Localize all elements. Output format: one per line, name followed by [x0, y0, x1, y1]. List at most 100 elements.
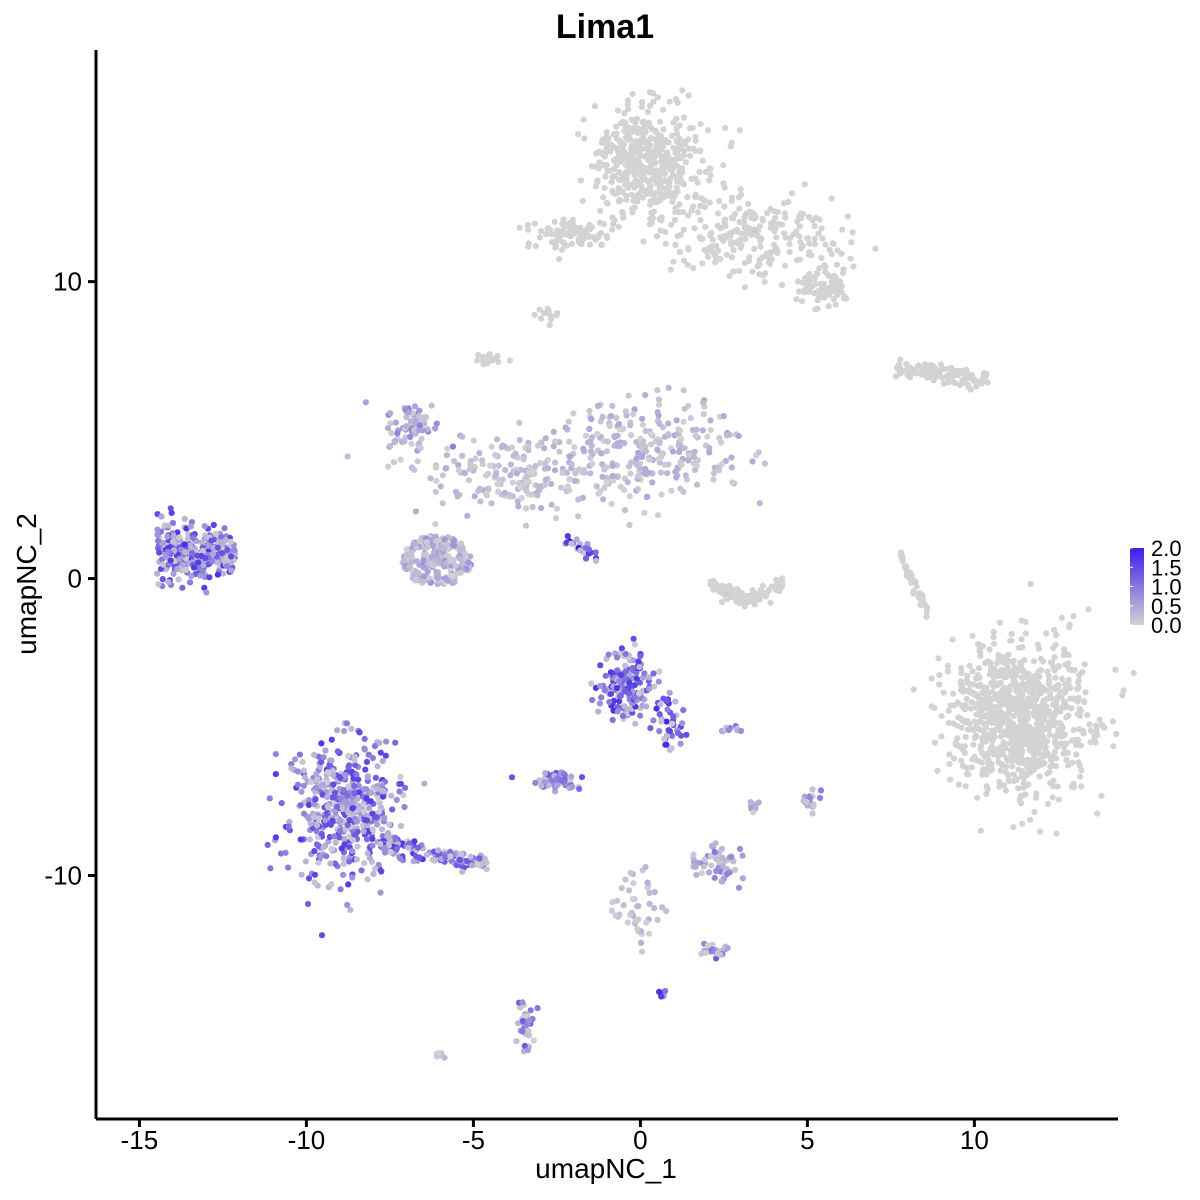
data-point — [1019, 820, 1026, 827]
data-point — [313, 770, 320, 778]
data-point — [1075, 679, 1082, 686]
data-point — [402, 406, 409, 413]
data-point — [958, 669, 965, 677]
data-point — [607, 690, 615, 697]
data-point — [745, 200, 752, 207]
data-point — [1018, 720, 1025, 728]
data-point — [568, 773, 575, 780]
data-point — [687, 415, 694, 422]
data-point — [413, 853, 420, 860]
data-point — [736, 267, 743, 274]
data-point — [337, 886, 344, 893]
data-point — [674, 99, 681, 106]
data-point — [615, 189, 622, 196]
data-point — [631, 694, 638, 701]
data-point — [433, 477, 440, 484]
data-point — [568, 240, 576, 247]
data-point — [160, 561, 167, 568]
data-point — [907, 365, 914, 372]
data-point — [594, 177, 601, 184]
data-point — [968, 699, 975, 706]
data-point — [458, 540, 465, 547]
data-point — [333, 803, 340, 810]
data-point — [601, 687, 608, 694]
data-point — [467, 553, 474, 560]
data-point — [1002, 768, 1009, 776]
data-point — [968, 372, 976, 379]
data-point — [734, 238, 741, 245]
data-point — [768, 583, 775, 590]
data-point — [361, 735, 368, 743]
data-point — [179, 561, 186, 569]
data-point — [832, 301, 839, 308]
data-point — [931, 704, 938, 712]
data-point — [975, 758, 983, 765]
data-point — [751, 227, 758, 234]
data-point — [587, 470, 594, 477]
data-point — [729, 479, 736, 486]
data-point — [570, 230, 577, 237]
data-point — [354, 843, 361, 850]
data-point — [718, 878, 725, 885]
data-point — [439, 500, 446, 507]
data-point — [964, 718, 971, 725]
data-point — [1050, 644, 1057, 652]
data-point — [644, 493, 651, 500]
data-point — [456, 547, 463, 554]
data-point — [567, 476, 574, 483]
data-point — [668, 745, 675, 752]
data-point — [467, 853, 474, 860]
data-point — [563, 469, 571, 476]
data-point — [1119, 692, 1126, 699]
data-point — [294, 781, 302, 788]
data-point — [387, 420, 394, 427]
data-point — [840, 270, 847, 277]
data-point — [495, 462, 502, 469]
data-point — [1023, 715, 1030, 722]
data-point — [806, 286, 813, 293]
data-point — [577, 177, 584, 184]
data-point — [813, 270, 821, 277]
data-point — [628, 191, 635, 198]
data-point — [642, 128, 649, 136]
data-point — [267, 865, 274, 872]
data-point — [811, 223, 818, 230]
data-point — [946, 751, 953, 758]
data-point — [680, 226, 687, 233]
data-point — [324, 803, 331, 810]
data-point — [831, 284, 838, 291]
data-point — [626, 679, 633, 686]
data-point — [384, 425, 392, 432]
data-point — [592, 163, 599, 170]
data-point — [292, 756, 299, 763]
data-point — [646, 889, 653, 897]
data-point — [611, 433, 618, 440]
data-point — [702, 168, 709, 175]
data-point — [340, 860, 347, 868]
data-point — [474, 861, 481, 868]
data-point — [1045, 677, 1053, 684]
data-point — [314, 776, 321, 783]
data-point — [389, 806, 396, 813]
data-point — [676, 144, 683, 151]
data-point — [599, 136, 606, 143]
data-point — [1031, 808, 1038, 816]
data-point — [625, 106, 632, 113]
data-point — [958, 367, 965, 374]
data-point — [1039, 658, 1047, 665]
data-point — [567, 453, 574, 460]
data-point — [638, 145, 645, 152]
data-point — [483, 866, 490, 873]
data-point — [346, 858, 353, 865]
data-point — [1043, 737, 1050, 744]
data-point — [397, 773, 404, 781]
data-point — [1047, 659, 1054, 666]
data-point — [634, 925, 641, 932]
data-point — [372, 774, 379, 781]
data-point — [349, 848, 356, 855]
data-point — [647, 430, 655, 438]
data-point — [318, 740, 325, 747]
data-point — [1028, 726, 1035, 733]
data-point — [976, 718, 983, 725]
data-point — [1008, 630, 1015, 638]
